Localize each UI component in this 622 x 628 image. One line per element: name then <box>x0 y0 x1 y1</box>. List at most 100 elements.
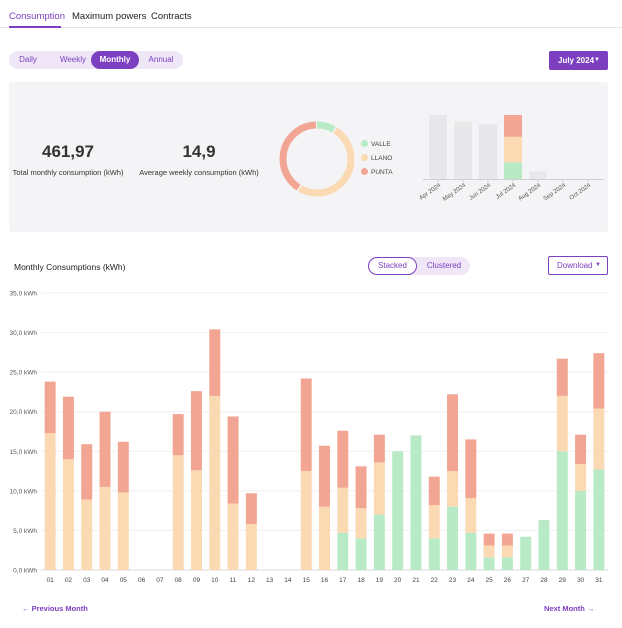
mini-bar <box>479 123 497 179</box>
x-tick-label: 21 <box>412 577 420 584</box>
bar-valle-day-23 <box>447 506 459 570</box>
tab-contracts[interactable]: Contracts <box>151 11 192 22</box>
period-monthly-button[interactable]: Monthly <box>91 51 139 69</box>
x-tick-label: 28 <box>540 577 548 584</box>
x-tick-label: 07 <box>156 577 164 584</box>
bar-llano-day-23 <box>447 471 459 507</box>
x-tick-label: 31 <box>595 577 603 584</box>
previous-month-link[interactable]: ← Previous Month <box>22 604 88 613</box>
month-select-label: July 2024 <box>558 56 595 65</box>
tab-consumption[interactable]: Consumption <box>9 11 65 22</box>
bar-punta-day-19 <box>373 434 385 463</box>
bar-valle-day-20 <box>392 451 404 570</box>
bar-valle-day-30 <box>575 490 587 570</box>
bar-valle-day-24 <box>465 532 477 570</box>
x-tick-label: 11 <box>230 577 237 584</box>
y-tick-label: 25,0 kWh <box>10 370 38 377</box>
chart-title: Monthly Consumptions (kWh) <box>14 262 126 272</box>
next-month-link[interactable]: Next Month → <box>544 604 595 613</box>
month-select[interactable]: July 2024 ▼ <box>549 51 608 70</box>
y-tick-label: 10,0 kWh <box>10 488 38 495</box>
bar-punta-day-23 <box>447 394 459 472</box>
y-tick-label: 15,0 kWh <box>10 449 38 456</box>
legend-punta: PUNTA <box>361 168 393 176</box>
mini-bar-segment-punta <box>504 115 522 137</box>
bar-punta-day-05 <box>117 441 129 493</box>
monthly-mini-bar-chart: Apr 2024 May 2024 Jun 2024 Jul 2024 Aug 2024… <box>419 115 604 203</box>
bar-valle-day-29 <box>556 451 568 570</box>
clustered-button[interactable]: Clustered <box>426 261 462 270</box>
bar-llano-day-12 <box>245 524 257 570</box>
mini-bar <box>529 171 547 179</box>
y-tick-label: 20,0 kWh <box>10 409 38 416</box>
mini-bar-segment-llano <box>504 136 522 163</box>
mini-tick-label: Jun 2024 <box>468 182 492 201</box>
bar-punta-day-09 <box>190 391 202 471</box>
y-tick-label: 35,0 kWh <box>10 291 38 298</box>
x-tick-label: 13 <box>266 577 274 584</box>
x-tick-label: 14 <box>284 577 292 584</box>
x-tick-label: 12 <box>248 577 256 584</box>
donut-slice-punta <box>279 121 355 197</box>
mini-tick-label: Sep 2024 <box>543 182 568 202</box>
bar-llano-day-22 <box>428 505 440 539</box>
legend-dot-punta <box>361 168 368 175</box>
bar-llano-day-19 <box>373 462 385 515</box>
bar-punta-day-17 <box>337 430 349 488</box>
bar-valle-day-18 <box>355 538 367 570</box>
weekly-consumption-value: 14,9 <box>182 142 216 161</box>
x-tick-label: 16 <box>321 577 329 584</box>
bar-llano-day-11 <box>227 503 239 570</box>
x-tick-label: 17 <box>339 577 347 584</box>
mini-tick-label: Apr 2024 <box>419 182 443 201</box>
y-tick-label: 30,0 kWh <box>10 330 38 337</box>
period-weekly-button[interactable]: Weekly <box>59 55 87 64</box>
bar-llano-day-17 <box>337 487 349 533</box>
x-tick-label: 06 <box>138 577 146 584</box>
bar-valle-day-17 <box>337 532 349 570</box>
mini-tick-label: Oct 2024 <box>569 182 593 201</box>
bar-llano-day-31 <box>593 408 605 470</box>
x-tick-label: 27 <box>522 577 530 584</box>
bar-punta-day-01 <box>44 381 56 434</box>
x-tick-label: 09 <box>193 577 201 584</box>
bar-punta-day-04 <box>99 411 111 487</box>
bar-punta-day-26 <box>501 533 513 546</box>
donut-slice-llano <box>279 121 355 197</box>
bar-llano-day-08 <box>172 455 184 570</box>
stacked-button[interactable]: Stacked <box>368 257 417 275</box>
x-tick-label: 23 <box>449 577 457 584</box>
legend-dot-llano <box>361 154 368 161</box>
active-tab-indicator <box>9 26 61 28</box>
x-tick-label: 01 <box>47 577 55 584</box>
bar-llano-day-25 <box>483 545 495 558</box>
x-tick-label: 20 <box>394 577 402 584</box>
bar-valle-day-25 <box>483 557 495 570</box>
x-tick-label: 15 <box>303 577 311 584</box>
mini-tick-label: Aug 2024 <box>518 182 543 202</box>
legend-llano-label: LLANO <box>371 155 393 162</box>
mini-bar <box>429 115 447 179</box>
bar-llano-day-18 <box>355 508 367 539</box>
tab-maximum-powers[interactable]: Maximum powers <box>72 11 147 22</box>
download-label: Download <box>557 261 593 270</box>
bar-valle-day-22 <box>428 538 440 570</box>
bar-valle-day-28 <box>538 520 550 570</box>
period-annual-button[interactable]: Annual <box>148 55 174 64</box>
x-tick-label: 10 <box>211 577 219 584</box>
chevron-down-icon: ▼ <box>595 262 601 268</box>
bar-llano-day-05 <box>117 492 129 570</box>
bar-llano-day-04 <box>99 486 111 570</box>
mini-bar <box>454 121 472 179</box>
summary-panel: 461,97 Total monthly consumption (kWh) 1… <box>9 82 608 232</box>
period-daily-button[interactable]: Daily <box>19 55 37 64</box>
x-tick-label: 29 <box>559 577 567 584</box>
bar-punta-day-18 <box>355 466 367 509</box>
bar-valle-day-31 <box>593 469 605 570</box>
chart-mode-toggle: Stacked Clustered <box>368 257 470 275</box>
y-tick-label: 0,0 kWh <box>13 568 37 575</box>
x-tick-label: 08 <box>175 577 183 584</box>
x-tick-label: 24 <box>467 577 475 584</box>
download-button[interactable]: Download ▼ <box>548 256 608 275</box>
bar-punta-day-25 <box>483 533 495 546</box>
